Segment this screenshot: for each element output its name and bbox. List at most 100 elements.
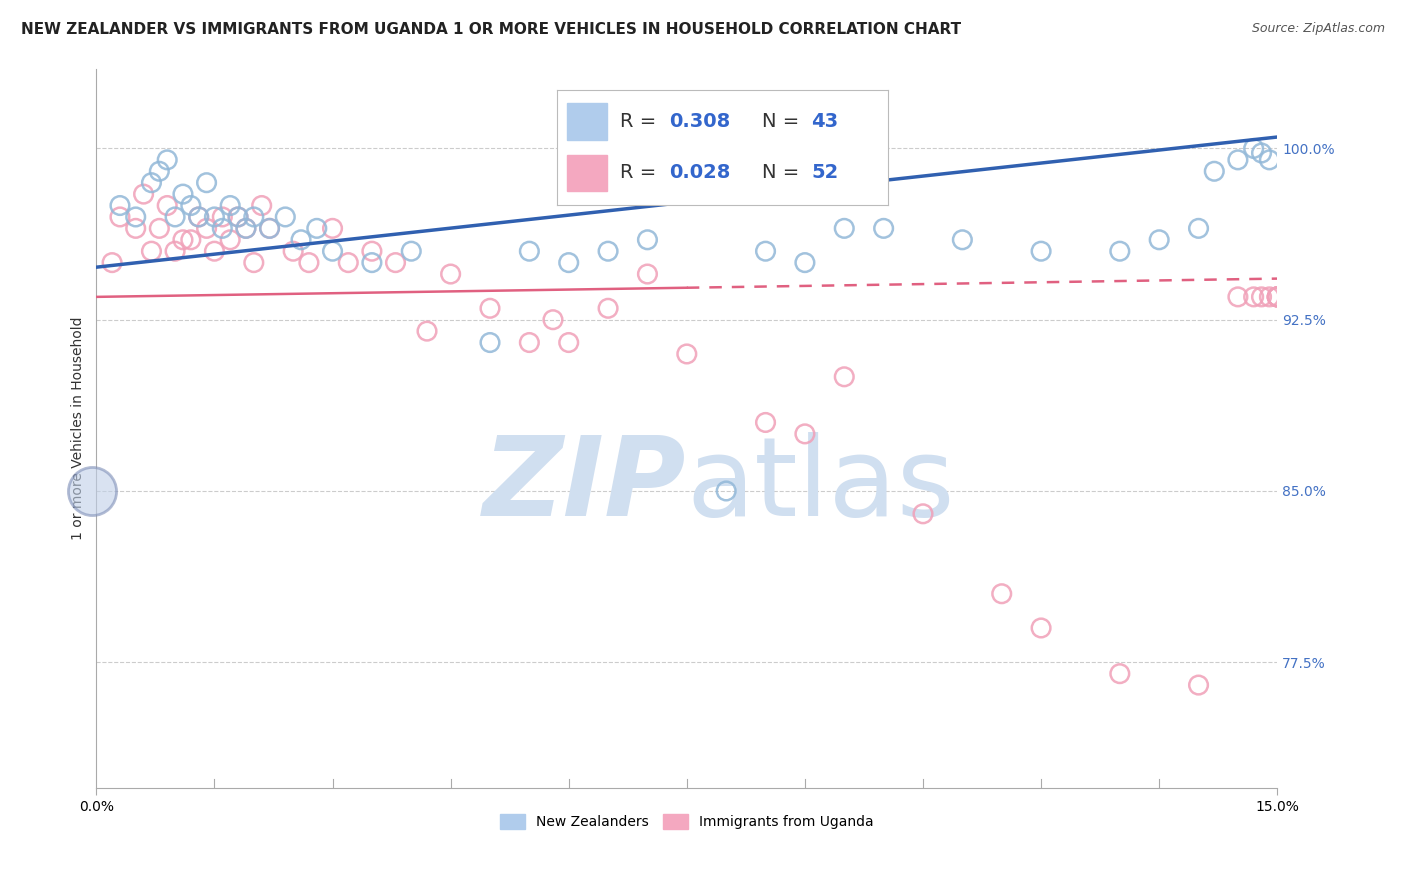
Point [172, 233, 194, 247]
Point [1258, 153, 1281, 167]
Point [1243, 141, 1265, 155]
Point [298, 255, 321, 269]
Point [132, 187, 155, 202]
Text: ZIP: ZIP [484, 433, 686, 540]
Point [337, 255, 360, 269]
Point [557, 335, 579, 350]
Point [305, 221, 328, 235]
Point [440, 267, 463, 281]
Point [557, 255, 579, 269]
Point [1250, 290, 1272, 304]
Point [322, 221, 344, 235]
Point [1108, 244, 1130, 259]
Point [165, 210, 187, 224]
Point [235, 221, 257, 235]
Point [1029, 244, 1052, 259]
Point [259, 221, 281, 235]
Point [832, 221, 855, 235]
Point [172, 187, 194, 202]
Point [1029, 621, 1052, 635]
Point [243, 210, 266, 224]
Point [195, 221, 218, 235]
Point [187, 210, 209, 224]
Point [187, 210, 209, 224]
Point [384, 255, 406, 269]
Point [1265, 290, 1288, 304]
Point [1187, 221, 1209, 235]
Point [793, 255, 815, 269]
Text: Source: ZipAtlas.com: Source: ZipAtlas.com [1251, 22, 1385, 36]
Point [1243, 290, 1265, 304]
Point [1204, 164, 1226, 178]
Point [401, 244, 423, 259]
Point [754, 416, 776, 430]
Point [283, 244, 305, 259]
Point [211, 221, 233, 235]
Point [108, 198, 131, 212]
Point [675, 347, 697, 361]
Point [517, 335, 540, 350]
Legend: New Zealanders, Immigrants from Uganda: New Zealanders, Immigrants from Uganda [495, 809, 879, 835]
Point [274, 210, 297, 224]
Point [950, 233, 973, 247]
Point [108, 210, 131, 224]
Point [101, 255, 124, 269]
Point [911, 507, 934, 521]
Point [1250, 146, 1272, 161]
Point [479, 335, 502, 350]
Point [141, 244, 163, 259]
Point [148, 221, 170, 235]
Point [541, 312, 564, 326]
Point [517, 244, 540, 259]
Point [636, 267, 658, 281]
Point [156, 153, 179, 167]
Point [204, 210, 226, 224]
Point [636, 233, 658, 247]
Point [1265, 290, 1288, 304]
Point [141, 176, 163, 190]
Point [1265, 290, 1288, 304]
Point [990, 587, 1012, 601]
Point [290, 233, 312, 247]
Point [165, 244, 187, 259]
Point [322, 244, 344, 259]
Point [754, 244, 776, 259]
Point [250, 198, 273, 212]
Point [1226, 290, 1249, 304]
Point [1226, 153, 1249, 167]
Point [148, 164, 170, 178]
Point [872, 221, 894, 235]
Point [204, 244, 226, 259]
Point [596, 301, 619, 316]
Point [243, 255, 266, 269]
Point [714, 483, 737, 498]
Point [226, 210, 249, 224]
Point [361, 244, 384, 259]
Point [361, 255, 384, 269]
Text: NEW ZEALANDER VS IMMIGRANTS FROM UGANDA 1 OR MORE VEHICLES IN HOUSEHOLD CORRELAT: NEW ZEALANDER VS IMMIGRANTS FROM UGANDA … [21, 22, 962, 37]
Point [125, 210, 148, 224]
Point [1265, 290, 1288, 304]
Point [219, 233, 242, 247]
Point [235, 221, 257, 235]
Point [180, 233, 202, 247]
Point [82, 483, 104, 498]
Point [479, 301, 502, 316]
Point [259, 221, 281, 235]
Point [211, 210, 233, 224]
Point [195, 176, 218, 190]
Point [1265, 290, 1288, 304]
Point [1108, 666, 1130, 681]
Point [125, 221, 148, 235]
Point [793, 426, 815, 441]
Y-axis label: 1 or more Vehicles in Household: 1 or more Vehicles in Household [72, 317, 86, 540]
Point [156, 198, 179, 212]
Point [226, 210, 249, 224]
Point [1258, 290, 1281, 304]
Point [416, 324, 439, 338]
Point [596, 244, 619, 259]
Text: atlas: atlas [686, 433, 955, 540]
Point [1147, 233, 1170, 247]
Point [180, 198, 202, 212]
Point [219, 198, 242, 212]
